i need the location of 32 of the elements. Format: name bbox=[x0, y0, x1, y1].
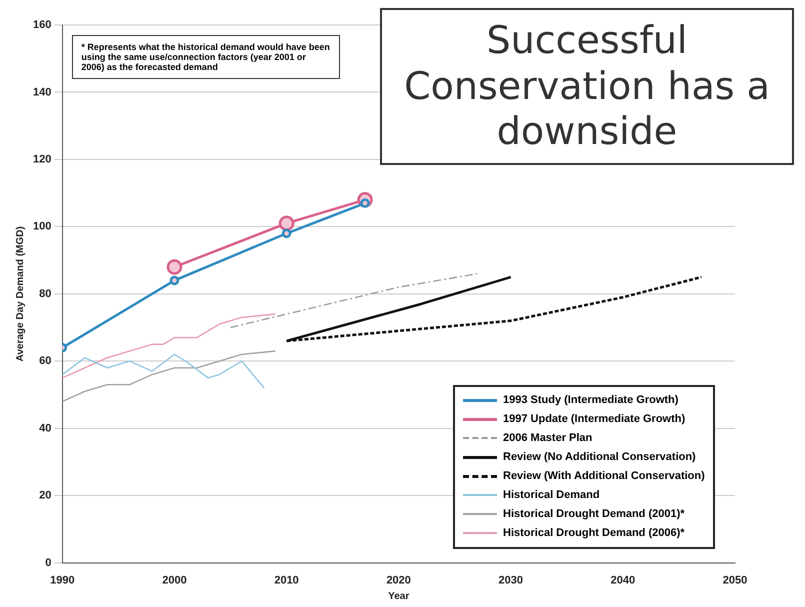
y-tick-label: 120 bbox=[32, 153, 52, 166]
legend-label: Review (No Additional Conservation) bbox=[503, 451, 696, 464]
legend-label: Review (With Additional Conservation) bbox=[503, 470, 705, 482]
y-tick-label: 80 bbox=[39, 288, 52, 300]
y-tick-label: 100 bbox=[32, 220, 52, 233]
y-tick-label: 0 bbox=[45, 556, 52, 569]
point bbox=[170, 276, 180, 286]
legend-label: Historical Demand bbox=[503, 489, 600, 502]
x-tick-label: 2010 bbox=[274, 574, 299, 586]
x-tick-label: 1990 bbox=[50, 574, 75, 586]
y-tick-label: 40 bbox=[39, 422, 52, 434]
legend-label: Historical Drought Demand (2006)* bbox=[503, 527, 685, 540]
y-tick-label: 140 bbox=[32, 86, 52, 98]
x-tick-label: 2000 bbox=[162, 574, 187, 586]
point bbox=[166, 259, 182, 275]
legend-label: 1993 Study (Intermediate Growth) bbox=[503, 394, 678, 406]
x-tick-label: 2030 bbox=[498, 574, 524, 586]
x-tick-label: 2050 bbox=[722, 574, 748, 586]
y-axis-title: Average Day Demand (MGD) bbox=[14, 226, 26, 362]
y-tick-label: 60 bbox=[39, 355, 52, 368]
x-tick-label: 2040 bbox=[610, 574, 636, 586]
legend-label: 2006 Master Plan bbox=[503, 432, 592, 444]
y-tick-label: 20 bbox=[39, 490, 52, 502]
y-tick-label: 160 bbox=[32, 19, 52, 32]
point bbox=[278, 216, 294, 232]
legend-label: 1997 Update (Intermediate Growth) bbox=[503, 413, 686, 426]
annotation: Successful Conservation has a downside bbox=[380, 8, 794, 165]
point bbox=[282, 228, 292, 238]
legend-label: Historical Drought Demand (2001)* bbox=[503, 508, 685, 520]
x-axis-title: Year bbox=[388, 590, 410, 602]
annotation: * Represents what the historical demand would have been using the same use/connection factors (year 2001 or 2006) as the forecasted demand bbox=[72, 35, 340, 79]
x-tick-label: 2020 bbox=[386, 574, 411, 586]
